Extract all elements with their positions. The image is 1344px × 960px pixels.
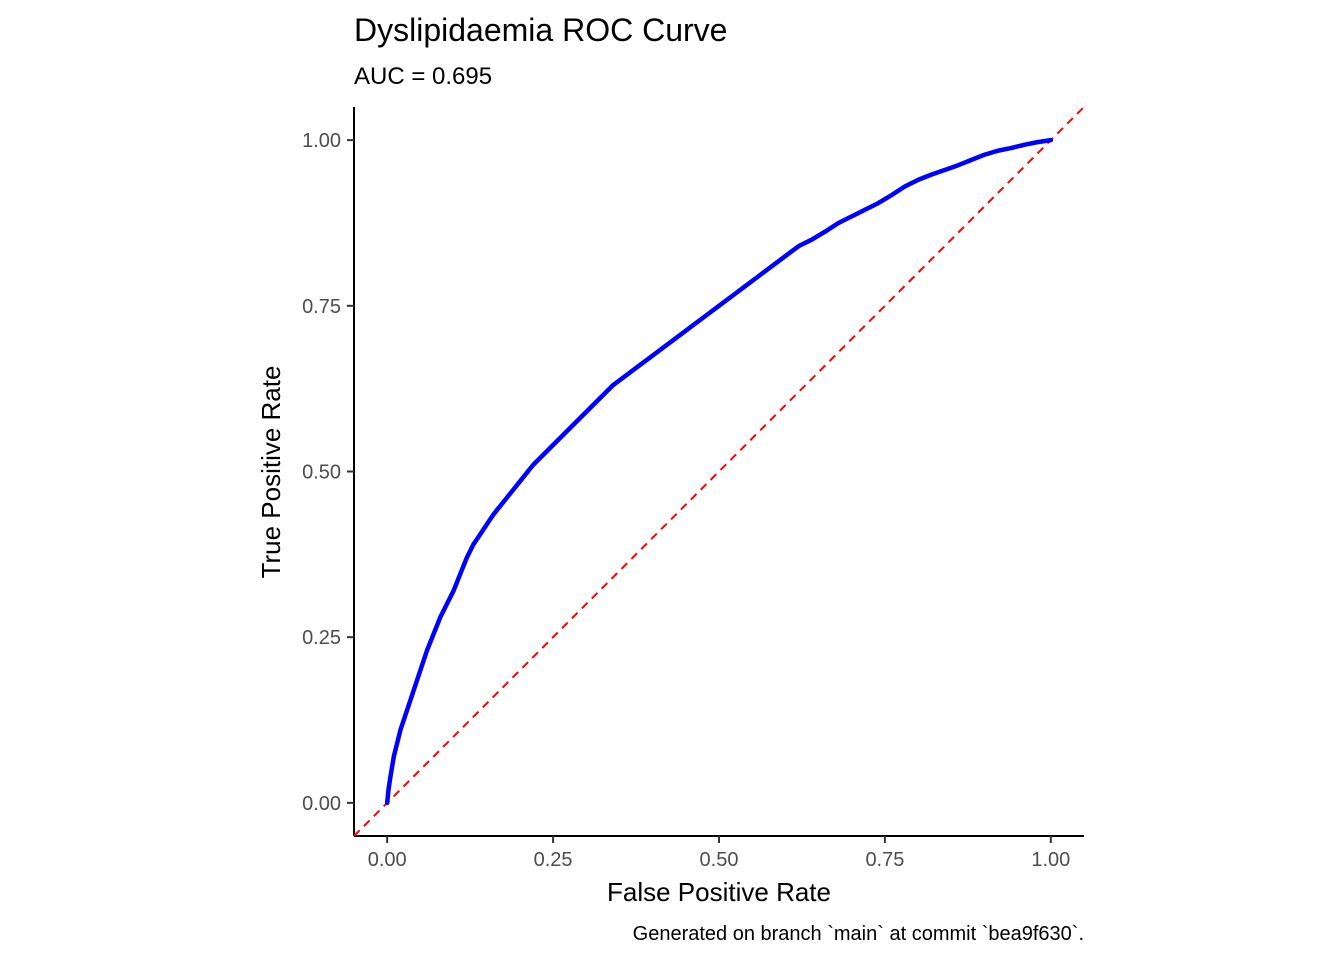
- roc-curve-line: [384, 137, 1054, 806]
- y-axis-label: True Positive Rate: [256, 366, 286, 579]
- x-ticks: 0.00 0.25 0.50 0.75 1.00: [368, 836, 1070, 871]
- x-tick-label: 0.25: [534, 849, 573, 871]
- x-tick-label: 0.00: [368, 849, 407, 871]
- y-tick-label: 0.00: [302, 793, 341, 815]
- x-tick-label: 0.75: [865, 849, 904, 871]
- x-tick-label: 0.50: [700, 849, 739, 871]
- y-tick-label: 1.00: [302, 130, 341, 152]
- chart-subtitle: AUC = 0.695: [354, 63, 492, 90]
- y-tick-label: 0.25: [302, 627, 341, 649]
- chance-reference-line: [353, 106, 1085, 837]
- x-tick-label: 1.00: [1031, 849, 1070, 871]
- chart-caption: Generated on branch `main` at commit `be…: [633, 923, 1084, 945]
- series-layer: [353, 106, 1085, 837]
- y-ticks: 0.00 0.25 0.50 0.75 1.00: [302, 130, 354, 815]
- chart-title: Dyslipidaemia ROC Curve: [354, 12, 727, 48]
- y-tick-label: 0.75: [302, 296, 341, 318]
- x-axis-label: False Positive Rate: [607, 877, 831, 907]
- y-tick-label: 0.50: [302, 462, 341, 484]
- plot-panel: 0.00 0.25 0.50 0.75 1.00 0.00 0.25 0.50 0.75 1.0…: [302, 106, 1085, 871]
